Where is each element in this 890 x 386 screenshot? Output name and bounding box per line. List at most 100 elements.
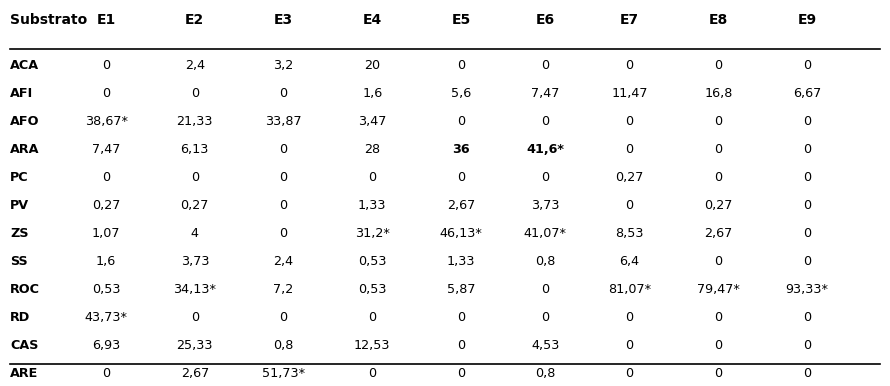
Text: 0: 0 bbox=[541, 311, 549, 323]
Text: 0: 0 bbox=[457, 59, 465, 72]
Text: 0: 0 bbox=[541, 283, 549, 296]
Text: 0: 0 bbox=[714, 255, 723, 268]
Text: 0,53: 0,53 bbox=[358, 283, 386, 296]
Text: 0: 0 bbox=[279, 87, 287, 100]
Text: 0: 0 bbox=[102, 367, 110, 379]
Text: ROC: ROC bbox=[11, 283, 40, 296]
Text: 0: 0 bbox=[541, 59, 549, 72]
Text: 0: 0 bbox=[803, 199, 811, 212]
Text: 0: 0 bbox=[714, 367, 723, 379]
Text: 0: 0 bbox=[279, 227, 287, 240]
Text: RD: RD bbox=[11, 311, 30, 323]
Text: 0: 0 bbox=[102, 59, 110, 72]
Text: 6,13: 6,13 bbox=[181, 143, 209, 156]
Text: 0: 0 bbox=[626, 59, 634, 72]
Text: 38,67*: 38,67* bbox=[85, 115, 127, 128]
Text: 93,33*: 93,33* bbox=[786, 283, 829, 296]
Text: 11,47: 11,47 bbox=[611, 87, 648, 100]
Text: 34,13*: 34,13* bbox=[174, 283, 216, 296]
Text: E6: E6 bbox=[536, 13, 554, 27]
Text: 0: 0 bbox=[190, 311, 198, 323]
Text: 5,87: 5,87 bbox=[447, 283, 475, 296]
Text: 36: 36 bbox=[452, 143, 470, 156]
Text: 31,2*: 31,2* bbox=[355, 227, 390, 240]
Text: 33,87: 33,87 bbox=[265, 115, 302, 128]
Text: 0: 0 bbox=[368, 311, 376, 323]
Text: 0: 0 bbox=[714, 339, 723, 352]
Text: 2,4: 2,4 bbox=[185, 59, 205, 72]
Text: 0: 0 bbox=[102, 171, 110, 184]
Text: 0: 0 bbox=[457, 311, 465, 323]
Text: 51,73*: 51,73* bbox=[262, 367, 305, 379]
Text: 7,47: 7,47 bbox=[531, 87, 560, 100]
Text: 4: 4 bbox=[190, 227, 198, 240]
Text: 0: 0 bbox=[803, 59, 811, 72]
Text: 0,53: 0,53 bbox=[358, 255, 386, 268]
Text: 81,07*: 81,07* bbox=[608, 283, 651, 296]
Text: E7: E7 bbox=[620, 13, 639, 27]
Text: 0,8: 0,8 bbox=[535, 367, 555, 379]
Text: 0: 0 bbox=[457, 339, 465, 352]
Text: 0: 0 bbox=[714, 115, 723, 128]
Text: E4: E4 bbox=[362, 13, 382, 27]
Text: 0: 0 bbox=[626, 199, 634, 212]
Text: 0: 0 bbox=[803, 339, 811, 352]
Text: E9: E9 bbox=[797, 13, 816, 27]
Text: 0: 0 bbox=[102, 87, 110, 100]
Text: 2,67: 2,67 bbox=[181, 367, 209, 379]
Text: 6,93: 6,93 bbox=[92, 339, 120, 352]
Text: 0: 0 bbox=[803, 367, 811, 379]
Text: 0: 0 bbox=[714, 143, 723, 156]
Text: 7,2: 7,2 bbox=[273, 283, 294, 296]
Text: 3,2: 3,2 bbox=[273, 59, 294, 72]
Text: AFI: AFI bbox=[11, 87, 34, 100]
Text: 0: 0 bbox=[803, 115, 811, 128]
Text: 3,73: 3,73 bbox=[181, 255, 209, 268]
Text: Substrato: Substrato bbox=[11, 13, 87, 27]
Text: ACA: ACA bbox=[11, 59, 39, 72]
Text: 0: 0 bbox=[457, 115, 465, 128]
Text: 0: 0 bbox=[279, 143, 287, 156]
Text: SS: SS bbox=[11, 255, 28, 268]
Text: 0,8: 0,8 bbox=[535, 255, 555, 268]
Text: ZS: ZS bbox=[11, 227, 28, 240]
Text: E1: E1 bbox=[96, 13, 116, 27]
Text: 0: 0 bbox=[626, 311, 634, 323]
Text: 12,53: 12,53 bbox=[354, 339, 391, 352]
Text: E3: E3 bbox=[274, 13, 293, 27]
Text: E5: E5 bbox=[451, 13, 471, 27]
Text: 0: 0 bbox=[714, 59, 723, 72]
Text: 0: 0 bbox=[803, 171, 811, 184]
Text: CAS: CAS bbox=[11, 339, 38, 352]
Text: 0,27: 0,27 bbox=[704, 199, 732, 212]
Text: 21,33: 21,33 bbox=[176, 115, 213, 128]
Text: 0: 0 bbox=[541, 115, 549, 128]
Text: ARA: ARA bbox=[11, 143, 40, 156]
Text: 28: 28 bbox=[364, 143, 380, 156]
Text: 2,4: 2,4 bbox=[273, 255, 294, 268]
Text: 0: 0 bbox=[626, 115, 634, 128]
Text: 1,6: 1,6 bbox=[362, 87, 383, 100]
Text: 0: 0 bbox=[714, 311, 723, 323]
Text: 6,67: 6,67 bbox=[793, 87, 821, 100]
Text: ARE: ARE bbox=[11, 367, 38, 379]
Text: E8: E8 bbox=[708, 13, 728, 27]
Text: 2,67: 2,67 bbox=[704, 227, 732, 240]
Text: 7,47: 7,47 bbox=[92, 143, 120, 156]
Text: 0: 0 bbox=[626, 367, 634, 379]
Text: AFO: AFO bbox=[11, 115, 40, 128]
Text: 79,47*: 79,47* bbox=[697, 283, 740, 296]
Text: 0: 0 bbox=[368, 367, 376, 379]
Text: 0,27: 0,27 bbox=[615, 171, 643, 184]
Text: 8,53: 8,53 bbox=[615, 227, 643, 240]
Text: 3,73: 3,73 bbox=[531, 199, 560, 212]
Text: 0,27: 0,27 bbox=[181, 199, 209, 212]
Text: 0: 0 bbox=[803, 227, 811, 240]
Text: 0: 0 bbox=[626, 339, 634, 352]
Text: 1,33: 1,33 bbox=[447, 255, 475, 268]
Text: 20: 20 bbox=[364, 59, 380, 72]
Text: E2: E2 bbox=[185, 13, 205, 27]
Text: 16,8: 16,8 bbox=[704, 87, 732, 100]
Text: 1,6: 1,6 bbox=[96, 255, 117, 268]
Text: 43,73*: 43,73* bbox=[85, 311, 127, 323]
